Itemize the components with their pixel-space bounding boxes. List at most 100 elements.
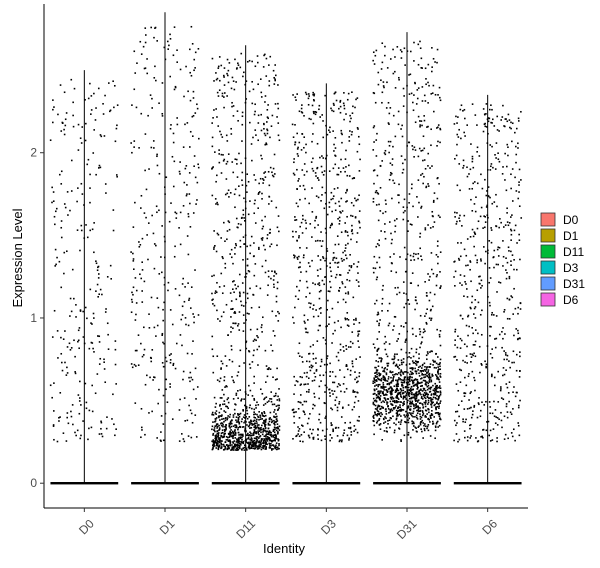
data-point [52,99,54,101]
data-point [476,146,479,149]
data-point [461,225,463,227]
data-point [334,276,337,279]
data-point [334,427,337,429]
y-tick-label: 0 [30,476,37,490]
data-point [430,393,433,395]
data-point [428,408,430,411]
data-point [272,439,275,442]
data-point [492,256,495,258]
data-point [428,380,431,382]
data-point [510,216,512,218]
data-point [518,233,520,236]
data-point [254,416,257,419]
data-point [352,391,354,393]
data-point [432,359,434,362]
data-point [242,209,245,212]
data-point [388,383,391,386]
data-point [311,187,313,189]
data-point [306,422,309,425]
data-point [113,423,115,426]
data-point [476,261,478,264]
data-point [396,412,398,414]
data-point [216,201,218,204]
data-point [459,314,462,317]
data-point [150,296,153,299]
data-point [424,315,426,317]
data-point [436,401,438,404]
data-point [253,382,255,384]
data-point [459,255,462,258]
data-point [218,56,221,58]
data-point [224,425,227,428]
data-point [389,381,392,384]
data-point [189,226,192,228]
data-point [425,323,428,325]
data-point [388,343,391,345]
data-point [211,122,213,124]
data-point [437,398,439,400]
data-point [372,417,375,419]
data-point [237,226,239,229]
data-point [276,415,278,418]
data-point [372,149,375,151]
data-point [266,443,268,446]
data-point [304,91,307,94]
data-point [250,437,253,439]
data-point [213,109,215,111]
data-point [459,108,462,111]
data-point [483,246,485,248]
data-point [272,69,275,72]
data-point [374,408,377,410]
data-point [424,403,427,405]
data-point [481,284,483,287]
data-point [461,317,464,320]
data-point [304,383,307,386]
data-point [230,422,233,425]
data-point [231,101,233,104]
data-point [412,355,415,358]
data-point [390,408,393,410]
data-point [66,250,68,253]
data-point [183,181,186,184]
data-point [240,304,243,307]
data-point [435,412,438,414]
data-point [374,191,377,194]
data-point [273,415,275,418]
data-point [257,207,259,209]
data-point [397,415,399,417]
data-point [471,413,474,416]
data-point [378,392,381,395]
data-point [179,68,182,71]
data-point [214,292,216,294]
data-point [378,203,380,206]
data-point [70,159,73,162]
data-point [378,396,381,399]
data-point [169,127,172,130]
data-point [104,94,106,97]
data-point [235,392,238,395]
data-point [376,406,379,409]
data-point [174,288,177,290]
data-point [296,434,298,437]
data-point [320,358,323,361]
data-point [259,78,262,80]
data-point [263,439,266,442]
data-point [454,344,456,346]
data-point [384,210,387,213]
data-point [264,421,267,423]
data-point [409,370,412,373]
data-point [384,378,387,380]
data-point [374,346,376,349]
data-point [167,48,170,50]
data-point [130,363,133,365]
data-point [466,238,469,240]
data-point [261,219,263,222]
data-point [381,302,383,305]
data-point [424,389,427,392]
data-point [245,347,248,350]
data-point [376,396,379,399]
data-point [420,67,423,69]
data-point [490,375,493,378]
data-point [254,129,257,131]
data-point [344,247,347,249]
